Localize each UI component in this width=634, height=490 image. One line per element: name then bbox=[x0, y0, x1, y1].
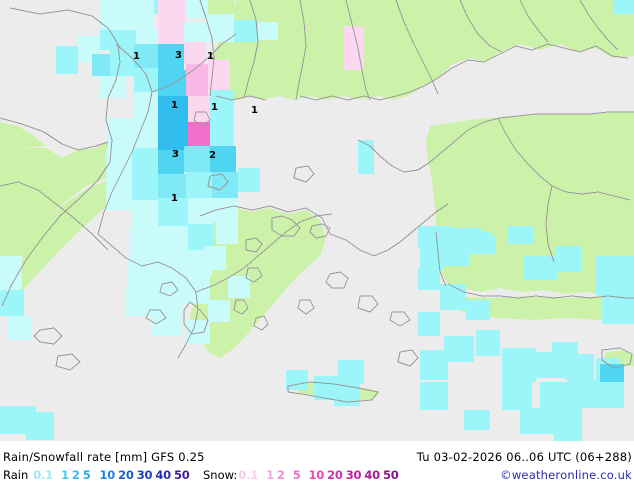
snow-legend-value: 1 bbox=[266, 468, 274, 482]
coastline-layer bbox=[0, 0, 634, 403]
rain-legend-value: 10 bbox=[99, 468, 116, 482]
snow-legend-value: 0.1 bbox=[238, 468, 259, 482]
rain-legend-value: 1 bbox=[61, 468, 69, 482]
snow-legend-value: 10 bbox=[308, 468, 325, 482]
product-title: Rain/Snowfall rate [mm] GFS 0.25 bbox=[3, 450, 205, 464]
rain-legend-value: 5 bbox=[82, 468, 91, 482]
precipitation-map[interactable]: 1 3 1 1 1 1 3 2 1 bbox=[0, 0, 634, 441]
rain-legend-value: 20 bbox=[118, 468, 134, 482]
map-canvas[interactable] bbox=[0, 0, 634, 441]
rain-legend-value: 40 bbox=[155, 468, 171, 482]
snow-legend: Snow: 0.1 1 2 5 10 20 30 40 50 bbox=[203, 468, 402, 482]
snow-legend-value: 20 bbox=[327, 468, 343, 482]
rain-legend-label: Rain bbox=[3, 468, 29, 482]
snow-legend-value: 5 bbox=[292, 468, 301, 482]
precipitation-layer bbox=[0, 0, 634, 441]
rain-legend-value: 0.1 bbox=[33, 468, 54, 482]
footer-title-row: Rain/Snowfall rate [mm] GFS 0.25 Tu 03-0… bbox=[0, 450, 634, 466]
rain-legend: Rain 0.1 1 2 5 10 20 30 40 50 bbox=[3, 468, 193, 482]
map-footer: Rain/Snowfall rate [mm] GFS 0.25 Tu 03-0… bbox=[0, 441, 634, 490]
footer-legend-row: Rain 0.1 1 2 5 10 20 30 40 50 Snow: 0.1 … bbox=[0, 468, 634, 484]
snow-legend-value: 2 bbox=[276, 468, 285, 482]
rain-legend-value: 50 bbox=[173, 468, 190, 482]
forecast-timestamp: Tu 03-02-2026 06..06 UTC (06+288) bbox=[416, 450, 632, 464]
snow-legend-value: 40 bbox=[364, 468, 380, 482]
rain-legend-value: 30 bbox=[136, 468, 153, 482]
snow-legend-value: 50 bbox=[382, 468, 399, 482]
rain-legend-value: 2 bbox=[71, 468, 80, 482]
copyright-link[interactable]: ©weatheronline.co.uk bbox=[500, 468, 632, 482]
snow-legend-value: 30 bbox=[345, 468, 362, 482]
snow-legend-label: Snow: bbox=[203, 468, 238, 482]
